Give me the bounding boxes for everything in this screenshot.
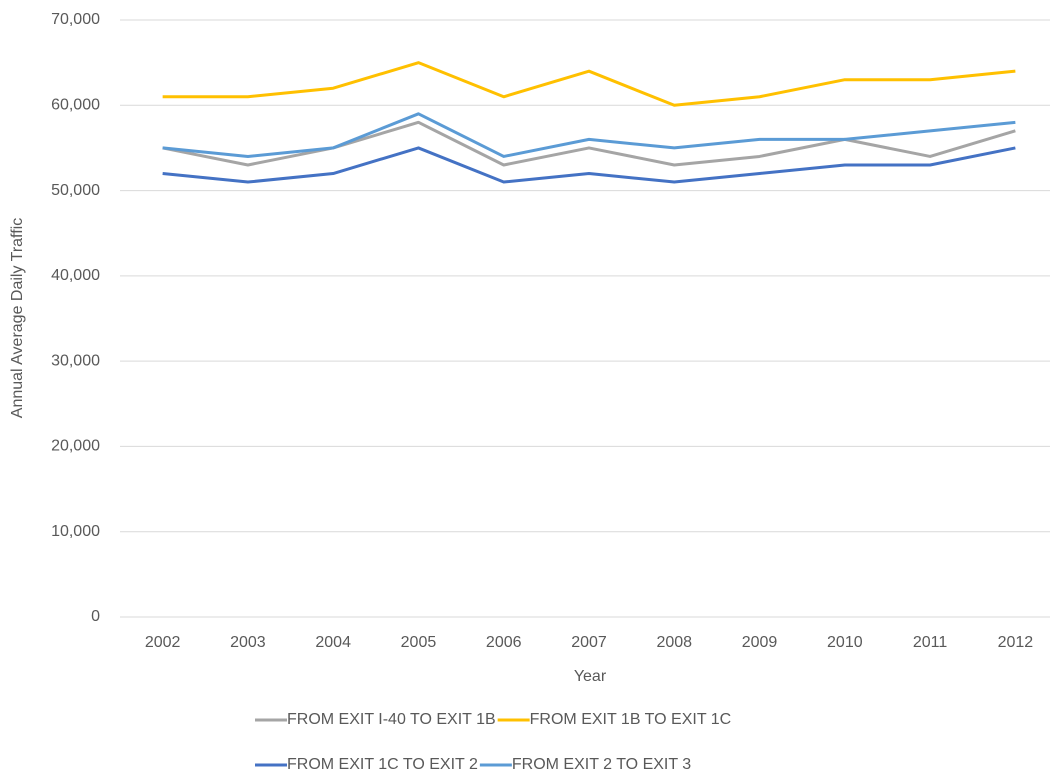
y-tick-label: 60,000 [51, 97, 100, 114]
x-tick-label: 2012 [998, 634, 1034, 651]
series-line [162, 61, 1016, 107]
series-line [162, 120, 1016, 167]
y-tick-label: 40,000 [51, 267, 100, 284]
series-line [162, 112, 1016, 158]
x-tick-label: 2002 [145, 634, 181, 651]
x-tick-label: 2010 [827, 634, 863, 651]
x-tick-label: 2003 [230, 634, 266, 651]
y-tick-label: 20,000 [51, 438, 100, 455]
y-tick-label: 0 [91, 608, 100, 625]
y-axis-title: Annual Average Daily Traffic [9, 218, 26, 418]
x-tick-label: 2008 [656, 634, 692, 651]
series-line [162, 146, 1016, 184]
y-tick-label: 70,000 [51, 11, 100, 28]
x-tick-label: 2011 [913, 634, 948, 651]
x-axis-title: Year [574, 668, 607, 685]
legend-label: FROM EXIT 2 TO EXIT 3 [512, 756, 691, 773]
legend-label: FROM EXIT I-40 TO EXIT 1B [287, 711, 496, 728]
y-tick-label: 30,000 [51, 352, 100, 369]
legend-label: FROM EXIT 1C TO EXIT 2 [287, 756, 478, 773]
y-tick-label: 50,000 [51, 182, 100, 199]
legend-label: FROM EXIT 1B TO EXIT 1C [530, 711, 732, 728]
x-tick-label: 2004 [315, 634, 351, 651]
x-tick-label: 2007 [571, 634, 607, 651]
x-tick-label: 2005 [401, 634, 437, 651]
x-tick-label: 2009 [742, 634, 778, 651]
x-tick-label: 2006 [486, 634, 522, 651]
y-tick-label: 10,000 [51, 523, 100, 540]
